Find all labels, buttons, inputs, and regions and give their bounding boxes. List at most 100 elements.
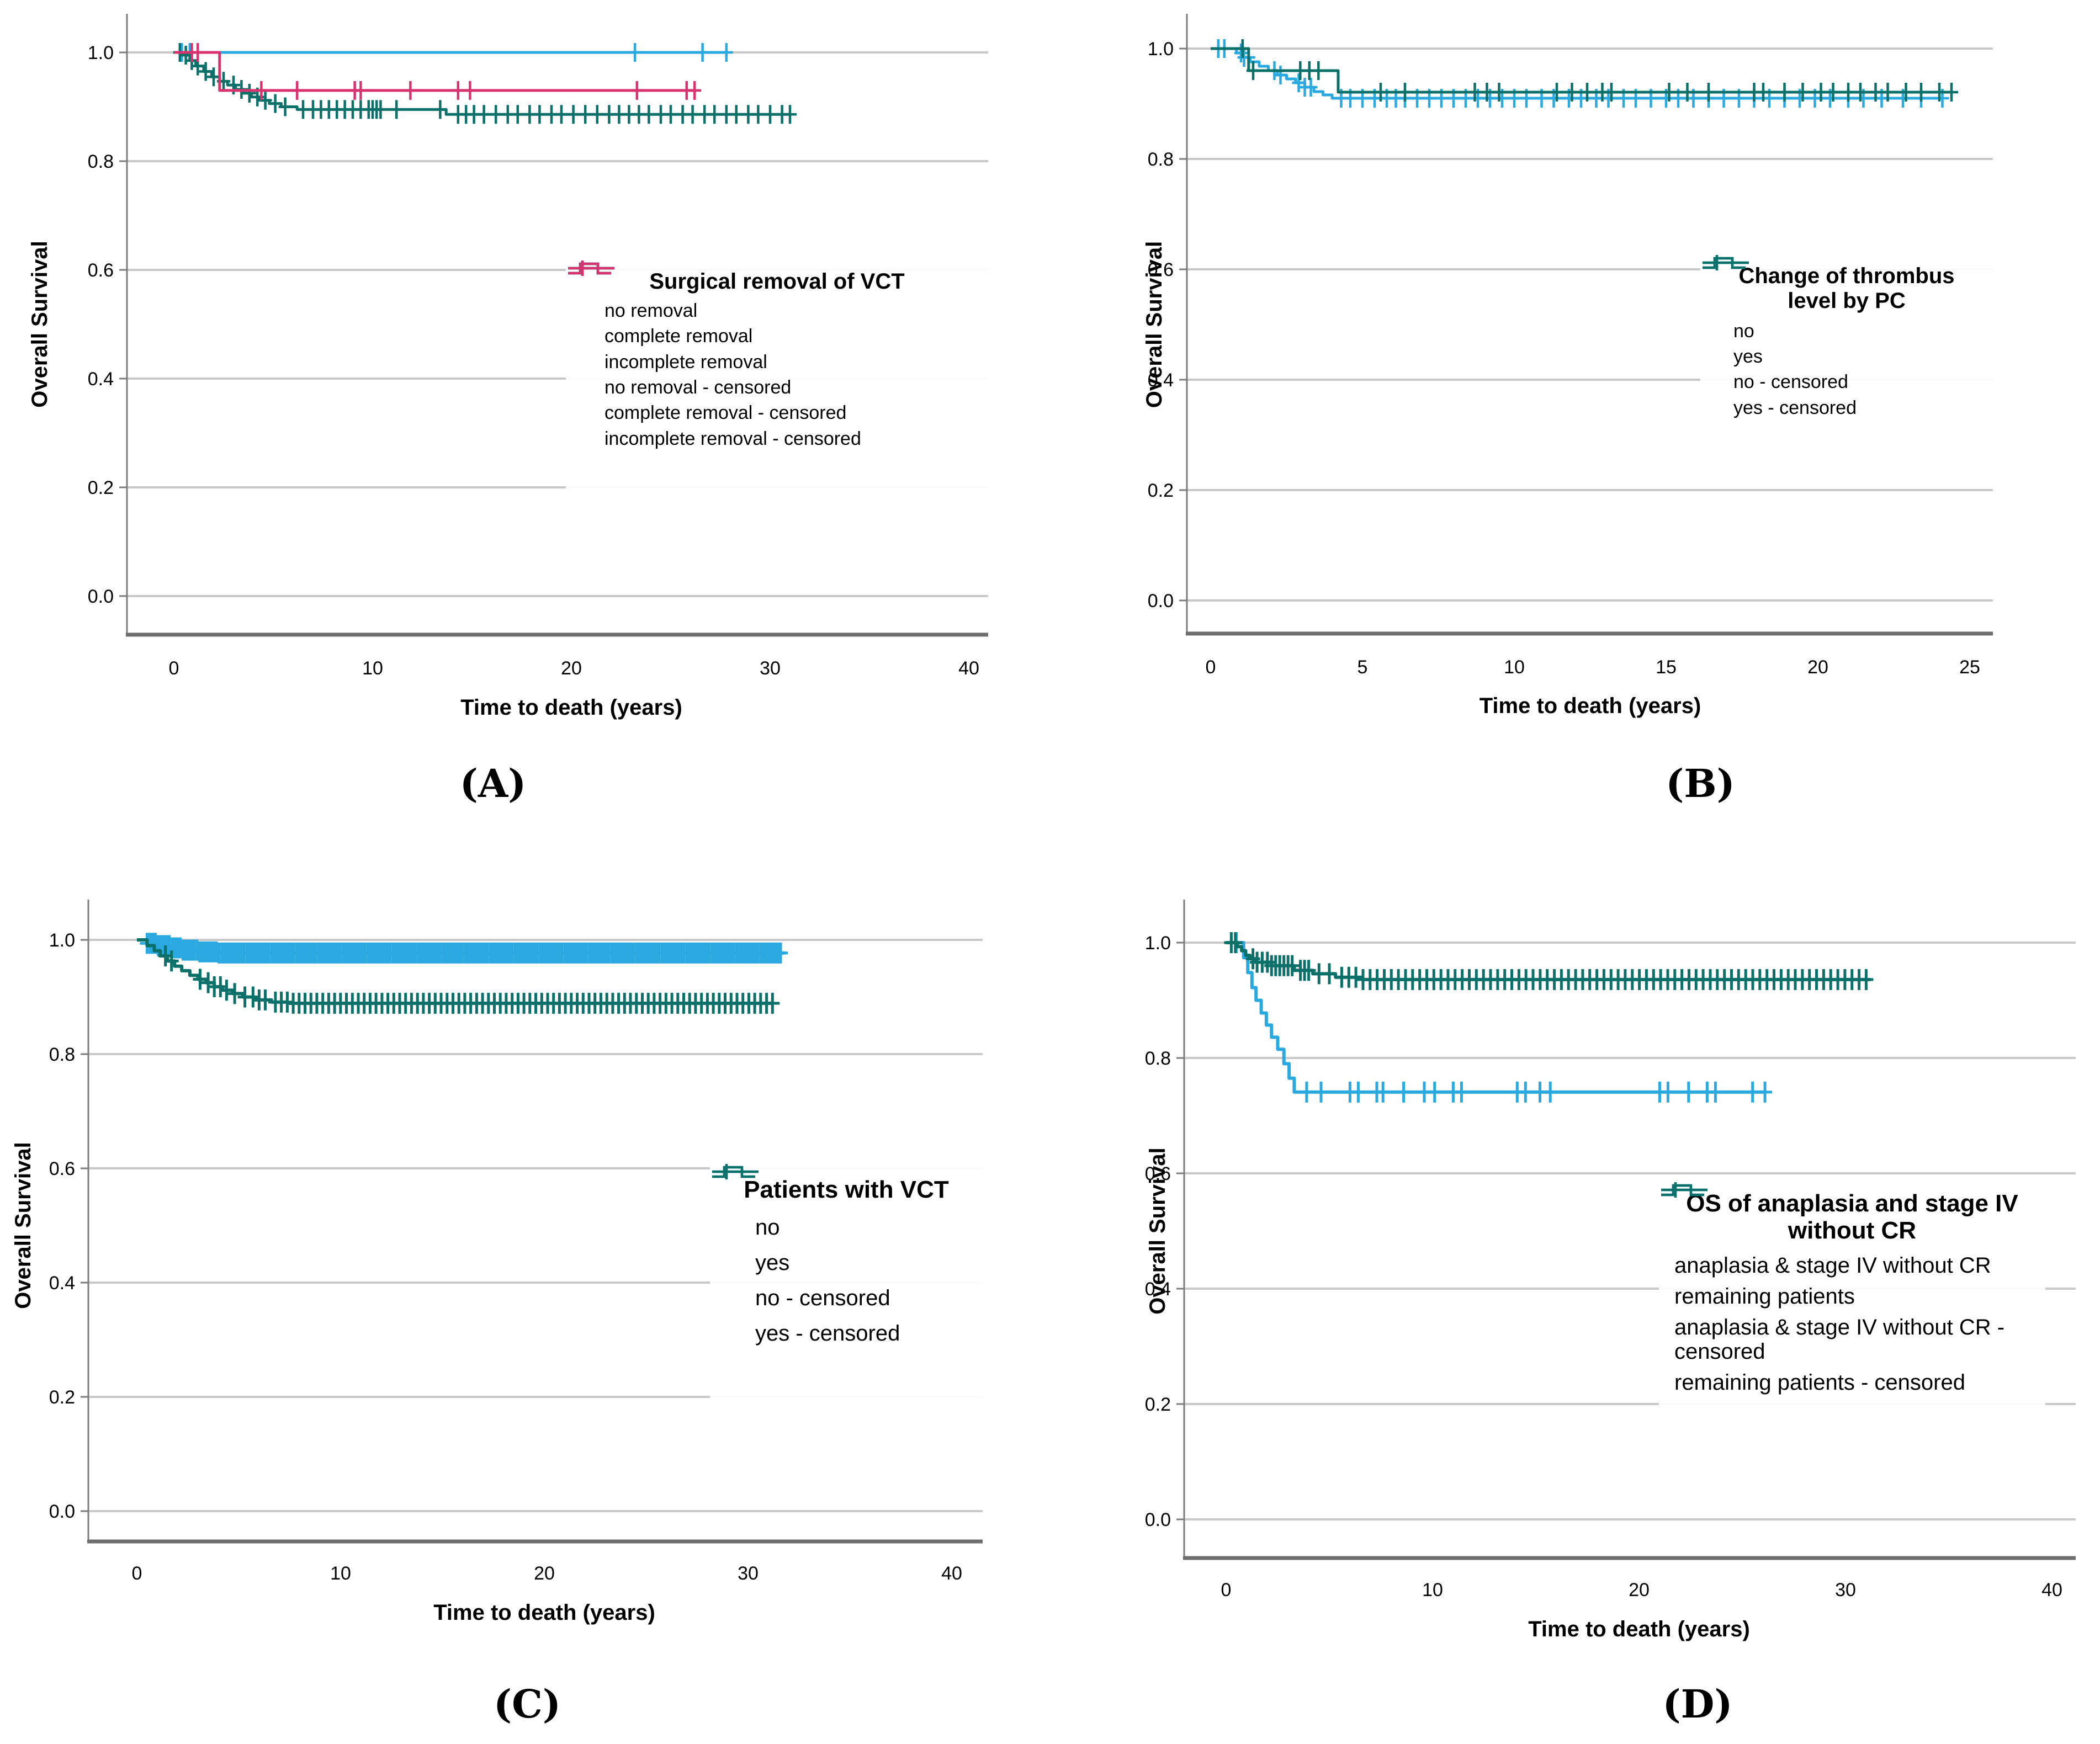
y-axis-title: Overall Survival [1142, 241, 1166, 408]
legend-title: OS of anaplasia and stage IV [1686, 1190, 2018, 1217]
y-tick-label: 0.4 [1145, 1279, 1171, 1300]
x-tick-label: 0 [132, 1563, 142, 1584]
legend-item: no removal - censored [568, 260, 988, 398]
legend-items: no yes no - censored yes - censored [1703, 255, 1993, 419]
y-tick-label: 0.6 [1145, 1163, 1171, 1184]
panel-c-legend: Patients with VCT no yes no - censored yes -… [710, 1162, 983, 1405]
x-axis-title: Time to death (years) [460, 695, 682, 720]
x-tick-label: 10 [362, 658, 383, 679]
panel-a-legend: Surgical removal of VCT no removal complet… [566, 258, 988, 516]
panel-d-legend: OS of anaplasia and stage IV without CR an… [1659, 1180, 2045, 1418]
x-tick-label: 15 [1656, 657, 1677, 678]
x-tick-label: 0 [1221, 1580, 1232, 1601]
y-tick-label: 0.0 [1148, 591, 1174, 612]
panel-b-legend: Change of thrombus level by PC no yes no - c… [1700, 253, 1993, 478]
y-tick-label: 1.0 [49, 930, 75, 951]
legend-item: no removal [568, 262, 988, 321]
step-line-icon [1661, 1184, 1704, 1197]
step-line-icon [712, 1166, 755, 1178]
legend-item: no [1703, 257, 1993, 342]
legend-item-label: no - censored [755, 1286, 890, 1311]
legend-item: yes [1703, 257, 1993, 367]
legend-title: Surgical removal of VCT [649, 269, 905, 294]
legend-item-label: complete removal - censored [604, 402, 847, 424]
legend-title: Patients with VCT [744, 1176, 949, 1203]
legend-item: incomplete removal [568, 262, 988, 373]
legend-items: anaplasia & stage IV without CR remaining… [1661, 1182, 2045, 1395]
y-tick-label: 0.4 [49, 1273, 75, 1294]
x-tick-label: 0 [1206, 657, 1216, 678]
y-tick-label: 0.8 [1145, 1048, 1171, 1069]
y-tick-label: 1.0 [1145, 933, 1171, 954]
legend-item: no [712, 1166, 983, 1240]
legend-item-label: no removal [604, 300, 698, 321]
x-tick-label: 10 [330, 1563, 351, 1584]
censor-marks-teal [1235, 39, 1958, 102]
legend-item: no - censored [1703, 255, 1993, 393]
y-tick-label: 0.0 [1145, 1509, 1171, 1530]
x-tick-label: 40 [958, 658, 979, 679]
censor-plus-icon [1703, 255, 1749, 270]
x-axis-title: Time to death (years) [1479, 694, 1701, 718]
x-tick-label: 0 [169, 658, 179, 679]
curve-blue [1226, 941, 1765, 1094]
y-tick-label: 0.4 [88, 369, 114, 390]
legend-item-label: yes - censored [1733, 397, 1857, 418]
legend-item-label: anaplasia & stage IV without CR - censor… [1674, 1315, 2005, 1364]
legend-item: yes - censored [712, 1164, 983, 1346]
y-tick-label: 0.0 [49, 1501, 75, 1522]
y-tick-label: 0.8 [1148, 149, 1174, 170]
x-tick-label: 25 [1959, 657, 1980, 678]
step-line-icon [568, 262, 611, 275]
y-tick-label: 1.0 [1148, 39, 1174, 60]
legend-item: anaplasia & stage IV without CR [1661, 1184, 2045, 1278]
panel-a: 1.0 0.8 0.6 0.4 0.2 0.0 0 10 20 30 40 Time to death… [0, 0, 1051, 872]
legend-item-label: no [1733, 320, 1754, 342]
legend-item: no - censored [712, 1164, 983, 1311]
legend-item: complete removal - censored [568, 260, 988, 424]
legend-item: remaining patients [1661, 1184, 2045, 1309]
y-tick-label: 0.4 [1148, 370, 1174, 391]
legend-item: yes [712, 1166, 983, 1275]
panel-b-caption: (B) [1666, 761, 1735, 806]
legend-item-label: incomplete removal [604, 351, 767, 373]
x-tick-label: 40 [941, 1563, 962, 1584]
y-tick-label: 0.6 [49, 1158, 75, 1179]
legend-item-label: no - censored [1733, 371, 1848, 393]
legend-items: no removal complete removal incomplete rem… [568, 260, 988, 449]
panel-d: 1.0 0.8 0.6 0.4 0.2 0.0 0 10 20 30 40 Time to death… [1051, 872, 2100, 1744]
legend-items: no yes no - censored yes - censored [712, 1164, 983, 1346]
y-axis-title: Overall Survival [28, 241, 52, 407]
legend-item-label: remaining patients - censored [1674, 1370, 1965, 1395]
legend-title: Change of thrombus [1738, 264, 1955, 288]
y-axis-title: Overall Survival [1146, 1147, 1170, 1314]
censor-marks-teal [1224, 932, 1874, 990]
censor-marks-blue [140, 933, 788, 964]
x-axis-title: Time to death (years) [1528, 1617, 1750, 1641]
legend-item-label: yes [1733, 345, 1763, 367]
step-line-icon [1703, 257, 1746, 269]
legend-item-label: complete removal [604, 326, 753, 347]
legend-title: without CR [1788, 1217, 1917, 1245]
panel-a-caption: (A) [459, 761, 527, 806]
panel-a-chart: 1.0 0.8 0.6 0.4 0.2 0.0 0 10 20 30 40 Time to death… [28, 14, 988, 720]
x-tick-label: 40 [2041, 1580, 2062, 1601]
x-tick-label: 10 [1422, 1580, 1443, 1601]
curve-pink [174, 51, 695, 92]
legend-item: anaplasia & stage IV without CR - censor… [1661, 1182, 2045, 1364]
legend-item-label: yes [755, 1251, 790, 1275]
panel-b: 1.0 0.8 0.6 0.4 0.2 0.0 0 5 10 15 20 25 Time to deat… [1051, 0, 2100, 872]
legend-item: complete removal [568, 262, 988, 347]
y-tick-label: 0.6 [88, 260, 114, 281]
panel-c: 1.0 0.8 0.6 0.4 0.2 0.0 0 10 20 30 40 Time to death… [0, 872, 1051, 1744]
x-tick-label: 5 [1357, 657, 1368, 678]
legend-item: remaining patients - censored [1661, 1182, 2045, 1395]
legend-title: level by PC [1788, 288, 1906, 313]
x-tick-label: 10 [1504, 657, 1525, 678]
legend-item-label: yes - censored [755, 1321, 900, 1346]
legend-item-label: no removal - censored [604, 376, 792, 398]
x-tick-label: 20 [534, 1563, 555, 1584]
censor-marks-teal [158, 945, 780, 1014]
legend-item-label: incomplete removal - censored [604, 428, 861, 449]
